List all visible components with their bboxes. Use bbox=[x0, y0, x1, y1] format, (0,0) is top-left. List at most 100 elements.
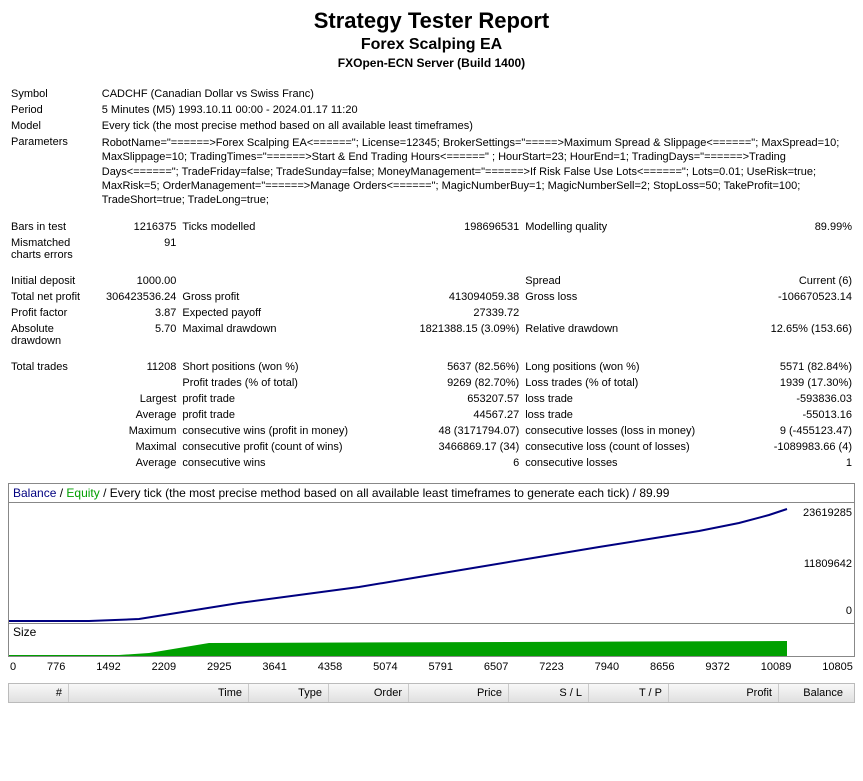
maximal-l-label: consecutive loss (count of losses) bbox=[522, 439, 744, 455]
chart-x-axis: 0 776 1492 2209 2925 3641 4358 5074 5791 6507 7223… bbox=[8, 657, 855, 677]
x-tick: 9372 bbox=[705, 661, 729, 673]
x-tick: 1492 bbox=[96, 661, 120, 673]
max-dd-label: Maximal drawdown bbox=[179, 321, 401, 349]
short-label: Short positions (won %) bbox=[179, 359, 401, 375]
th-price: Price bbox=[409, 684, 509, 702]
x-tick: 0 bbox=[10, 661, 16, 673]
y-label-mid: 11809642 bbox=[804, 558, 852, 570]
x-tick: 5791 bbox=[429, 661, 453, 673]
gross-loss-value: -106670523.14 bbox=[744, 289, 855, 305]
ticks-value: 198696531 bbox=[401, 219, 522, 235]
model-label: Model bbox=[8, 118, 99, 134]
x-tick: 7223 bbox=[539, 661, 563, 673]
net-profit-label: Total net profit bbox=[8, 289, 99, 305]
report-title: Strategy Tester Report bbox=[8, 8, 855, 34]
largest-lt-label: loss trade bbox=[522, 391, 744, 407]
parameters-label: Parameters bbox=[8, 134, 99, 209]
avgcons-prefix: Average bbox=[99, 455, 180, 471]
average-pt-value: 44567.27 bbox=[401, 407, 522, 423]
size-chart: Size bbox=[9, 623, 854, 656]
bars-value: 1216375 bbox=[99, 219, 180, 235]
gross-profit-value: 413094059.38 bbox=[401, 289, 522, 305]
x-tick: 6507 bbox=[484, 661, 508, 673]
gross-loss-label: Gross loss bbox=[522, 289, 744, 305]
deposit-label: Initial deposit bbox=[8, 273, 99, 289]
avgcons-l-label: consecutive losses bbox=[522, 455, 744, 471]
chart-plot-area: 23619285 11809642 0 bbox=[9, 502, 854, 623]
max-dd-value: 1821388.15 (3.09%) bbox=[401, 321, 522, 349]
th-type: Type bbox=[249, 684, 329, 702]
th-profit: Profit bbox=[669, 684, 779, 702]
net-profit-value: 306423536.24 bbox=[99, 289, 180, 305]
long-label: Long positions (won %) bbox=[522, 359, 744, 375]
legend-rest: Every tick (the most precise method base… bbox=[110, 486, 670, 500]
average-pt-label: profit trade bbox=[179, 407, 401, 423]
period-label: Period bbox=[8, 102, 99, 118]
maximal-prefix: Maximal bbox=[99, 439, 180, 455]
th-order: Order bbox=[329, 684, 409, 702]
ep-value: 27339.72 bbox=[401, 305, 522, 321]
lt-label: Loss trades (% of total) bbox=[522, 375, 744, 391]
mismatch-value: 91 bbox=[99, 235, 180, 263]
maximal-w-label: consecutive profit (count of wins) bbox=[179, 439, 401, 455]
largest-prefix: Largest bbox=[99, 391, 180, 407]
abs-dd-value: 5.70 bbox=[99, 321, 180, 349]
x-tick: 2209 bbox=[152, 661, 176, 673]
x-tick: 10089 bbox=[761, 661, 792, 673]
largest-pt-label: profit trade bbox=[179, 391, 401, 407]
maximal-l-value: -1089983.66 (4) bbox=[744, 439, 855, 455]
x-tick: 3641 bbox=[262, 661, 286, 673]
short-value: 5637 (82.56%) bbox=[401, 359, 522, 375]
x-tick: 10805 bbox=[822, 661, 853, 673]
avgcons-w-value: 6 bbox=[401, 455, 522, 471]
y-label-top: 23619285 bbox=[803, 507, 852, 519]
th-sl: S / L bbox=[509, 684, 589, 702]
y-label-bot: 0 bbox=[846, 605, 852, 617]
rel-dd-label: Relative drawdown bbox=[522, 321, 744, 349]
size-label: Size bbox=[9, 624, 854, 640]
average-lt-label: loss trade bbox=[522, 407, 744, 423]
th-time: Time bbox=[69, 684, 249, 702]
x-tick: 2925 bbox=[207, 661, 231, 673]
ep-label: Expected payoff bbox=[179, 305, 401, 321]
pt-label: Profit trades (% of total) bbox=[179, 375, 401, 391]
parameters-value: RobotName="======>Forex Scalping EA<====… bbox=[99, 134, 855, 209]
average-prefix: Average bbox=[99, 407, 180, 423]
th-num: # bbox=[9, 684, 69, 702]
x-tick: 7940 bbox=[595, 661, 619, 673]
model-value: Every tick (the most precise method base… bbox=[99, 118, 855, 134]
largest-pt-value: 653207.57 bbox=[401, 391, 522, 407]
x-tick: 5074 bbox=[373, 661, 397, 673]
pf-label: Profit factor bbox=[8, 305, 99, 321]
report-subtitle: Forex Scalping EA bbox=[8, 36, 855, 54]
x-tick: 776 bbox=[47, 661, 65, 673]
total-trades-value: 11208 bbox=[99, 359, 180, 375]
bars-label: Bars in test bbox=[8, 219, 99, 235]
symbol-value: CADCHF (Canadian Dollar vs Swiss Franc) bbox=[99, 86, 855, 102]
quality-value: 89.99% bbox=[744, 219, 855, 235]
avgcons-l-value: 1 bbox=[744, 455, 855, 471]
th-balance: Balance bbox=[779, 684, 849, 702]
x-tick: 8656 bbox=[650, 661, 674, 673]
pt-value: 9269 (82.70%) bbox=[401, 375, 522, 391]
total-trades-label: Total trades bbox=[8, 359, 99, 375]
spread-value: Current (6) bbox=[744, 273, 855, 289]
quality-label: Modelling quality bbox=[522, 219, 744, 235]
symbol-label: Symbol bbox=[8, 86, 99, 102]
maximal-w-value: 3466869.17 (34) bbox=[401, 439, 522, 455]
long-value: 5571 (82.84%) bbox=[744, 359, 855, 375]
period-value: 5 Minutes (M5) 1993.10.11 00:00 - 2024.0… bbox=[99, 102, 855, 118]
gross-profit-label: Gross profit bbox=[179, 289, 401, 305]
maxcons-prefix: Maximum bbox=[99, 423, 180, 439]
maxcons-l-value: 9 (-455123.47) bbox=[744, 423, 855, 439]
maxcons-l-label: consecutive losses (loss in money) bbox=[522, 423, 744, 439]
abs-dd-label: Absolute drawdown bbox=[8, 321, 99, 349]
avgcons-w-label: consecutive wins bbox=[179, 455, 401, 471]
server-line: FXOpen-ECN Server (Build 1400) bbox=[8, 56, 855, 70]
legend-equity: Equity bbox=[66, 486, 99, 500]
trade-table-header: # Time Type Order Size Price S / L T / P… bbox=[8, 683, 855, 703]
legend-balance: Balance bbox=[13, 486, 56, 500]
chart-legend: Balance / Equity / Every tick (the most … bbox=[9, 484, 854, 502]
x-tick: 4358 bbox=[318, 661, 342, 673]
lt-value: 1939 (17.30%) bbox=[744, 375, 855, 391]
